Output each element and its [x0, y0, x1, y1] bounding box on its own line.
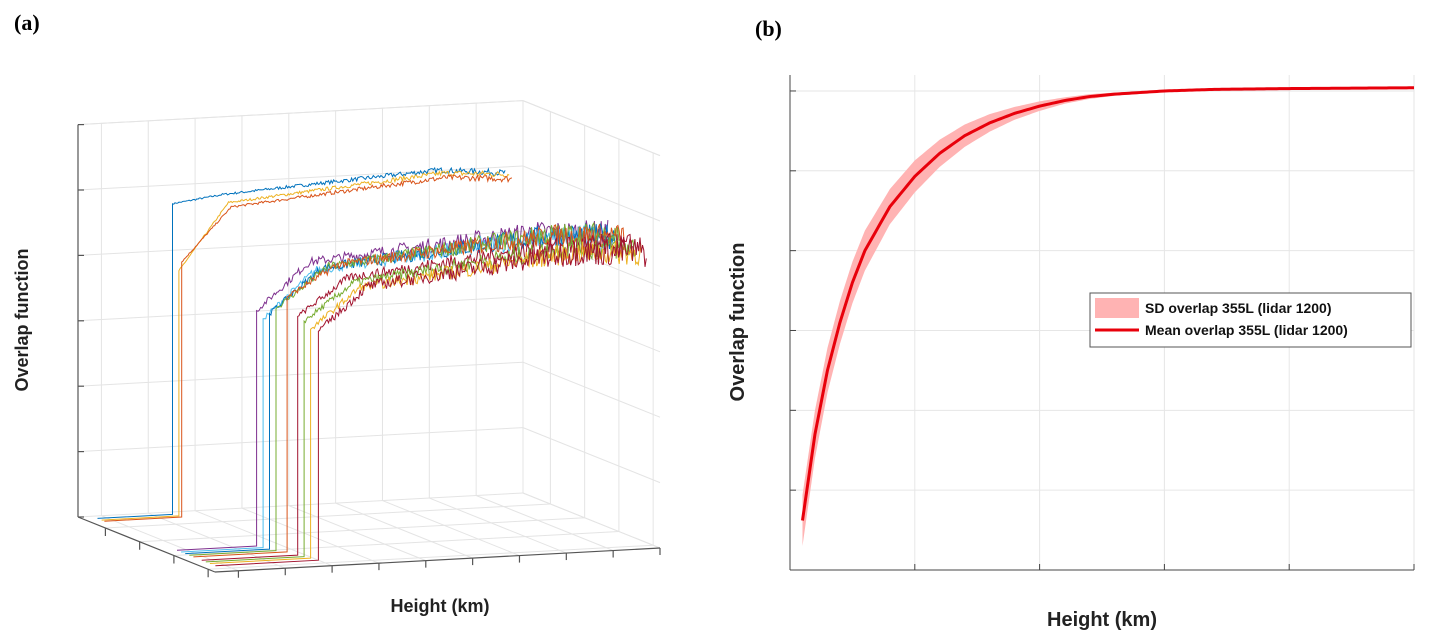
legend-sd-label: SD overlap 355L (lidar 1200) — [1145, 300, 1332, 316]
overlap-series-line — [209, 240, 642, 564]
back-wall-gridline — [77, 361, 524, 387]
chart-b-mean-overlap: Height (km) Overlap function SD overlap … — [727, 75, 1415, 631]
back-wall-gridline — [77, 492, 524, 518]
back-wall-gridline — [77, 165, 524, 191]
date-axis-line — [77, 516, 216, 573]
chart-a-3d-overlap: Height (km) Overlap function — [12, 100, 661, 616]
chart-b-xlabel: Height (km) — [1047, 609, 1157, 631]
floor-gridline — [475, 495, 614, 551]
mean-line — [800, 86, 1415, 521]
chart-b-ylabel: Overlap function — [727, 243, 749, 402]
overlap-series-line — [97, 166, 506, 519]
floor-gridline — [105, 503, 551, 529]
panel-a-label: (a) — [14, 10, 40, 35]
back-wall-top-edge — [77, 100, 524, 126]
overlap-series-line — [215, 236, 647, 567]
overlap-series-line — [104, 174, 513, 522]
chart-b-axes — [789, 75, 1415, 571]
side-wall-gridline — [522, 361, 661, 418]
chart-a-series — [97, 166, 647, 567]
overlap-series-line — [181, 225, 613, 553]
chart-a-grid — [77, 100, 661, 572]
floor-gridline — [173, 531, 619, 556]
side-wall-gridline — [522, 165, 661, 222]
floor-gridline — [194, 510, 333, 567]
chart-a-zlabel: Overlap function — [12, 248, 32, 391]
back-wall-gridline — [77, 296, 524, 322]
chart-b-legend: SD overlap 355L (lidar 1200) Mean overla… — [1089, 292, 1412, 348]
chart-a-xlabel: Height (km) — [391, 596, 490, 616]
side-wall-top-edge — [522, 100, 661, 157]
floor-gridline — [101, 515, 239, 572]
overlap-series-line — [201, 232, 634, 561]
floor-gridline — [335, 502, 473, 559]
side-wall-gridline — [522, 427, 661, 484]
legend-box — [1089, 292, 1412, 348]
overlap-series-line — [101, 170, 510, 521]
legend-sd-swatch — [1095, 298, 1139, 318]
floor-gridline — [288, 505, 426, 562]
overlap-series-line — [205, 235, 638, 563]
floor-gridline — [208, 544, 654, 570]
back-wall-gridline — [77, 427, 524, 453]
panel-b-label: (b) — [755, 16, 782, 41]
height-axis-line — [214, 547, 661, 573]
floor-gridline — [148, 512, 286, 569]
legend-mean-label: Mean overlap 355L (lidar 1200) — [1145, 322, 1348, 338]
back-wall-gridline — [77, 230, 524, 256]
floor-gridline — [522, 492, 661, 549]
floor-gridline — [429, 497, 567, 554]
floor-gridline — [139, 517, 585, 543]
chart-a-axes — [77, 123, 661, 578]
side-wall-gridline — [522, 296, 661, 353]
floor-gridline — [382, 500, 520, 557]
